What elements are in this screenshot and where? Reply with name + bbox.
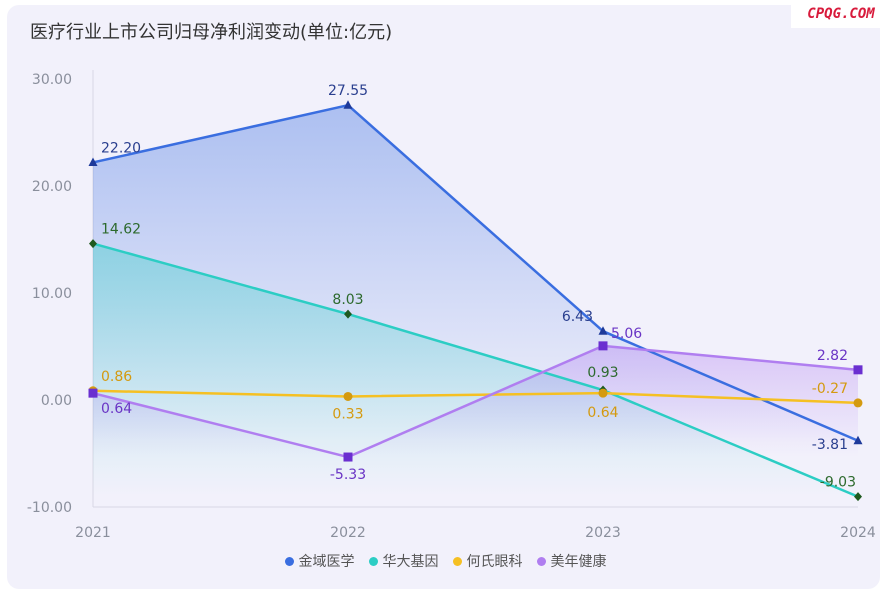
data-point-marker <box>343 391 353 401</box>
data-label: 0.33 <box>332 406 363 422</box>
y-tick-label: 10.00 <box>32 286 72 302</box>
data-label: 5.06 <box>611 326 642 342</box>
data-point-marker <box>88 388 98 398</box>
data-point-marker <box>89 239 97 249</box>
brand-watermark: CPQG.COM <box>791 0 891 28</box>
series-markers <box>88 100 863 502</box>
legend-marker-icon <box>536 556 546 566</box>
data-point-marker <box>853 398 863 408</box>
legend-label: 美年健康 <box>550 554 607 570</box>
data-label: -0.27 <box>812 381 848 397</box>
data-label: 0.93 <box>587 365 618 381</box>
data-label: 0.64 <box>587 405 618 421</box>
data-labels: 22.20 27.55 6.43 -3.81 14.62 8.03 0.93 -9.03 0.8… <box>101 83 856 490</box>
legend-marker-icon <box>368 556 378 566</box>
series-areas <box>93 105 858 497</box>
data-label: -3.81 <box>812 437 848 453</box>
data-point-marker <box>343 452 353 462</box>
data-point-marker <box>598 341 608 351</box>
chart-title: 医疗行业上市公司归母净利润变动(单位:亿元) <box>30 22 393 43</box>
data-label: 0.64 <box>101 401 132 417</box>
data-label: 0.86 <box>101 369 132 385</box>
legend-marker-icon <box>452 556 462 566</box>
legend-item[interactable]: 美年健康 <box>536 551 607 571</box>
legend-label: 金域医学 <box>298 554 355 570</box>
x-tick-label: 2024 <box>840 525 876 541</box>
y-tick-label: 20.00 <box>32 179 72 195</box>
series-line <box>92 103 859 442</box>
legend-label: 华大基因 <box>382 554 439 570</box>
x-tick-label: 2022 <box>330 525 366 541</box>
data-label: -9.03 <box>820 475 856 491</box>
data-label: 14.62 <box>101 222 141 238</box>
series-line <box>92 344 859 459</box>
data-point-marker <box>854 492 862 502</box>
series-line <box>92 389 859 405</box>
data-label: 6.43 <box>562 309 593 325</box>
legend-item[interactable]: 华大基因 <box>368 551 439 571</box>
data-point-marker <box>853 365 863 375</box>
legend: 金域医学 华大基因 何氏眼科 美年健康 <box>0 551 891 571</box>
legend-item[interactable]: 金域医学 <box>284 551 355 571</box>
y-tick-label: -10.00 <box>27 500 72 516</box>
data-label: 8.03 <box>332 292 363 308</box>
data-point-marker <box>598 326 608 335</box>
series-line <box>92 242 859 498</box>
legend-marker-icon <box>284 556 294 566</box>
data-point-marker <box>344 309 352 319</box>
data-point-marker <box>343 100 353 109</box>
data-point-marker <box>598 388 608 398</box>
x-tick-label: 2023 <box>585 525 621 541</box>
data-label: 22.20 <box>101 140 141 156</box>
data-point-marker <box>88 157 98 166</box>
data-label: 2.82 <box>817 348 848 364</box>
data-point-marker <box>853 435 863 445</box>
data-label: 27.55 <box>328 83 368 99</box>
legend-label: 何氏眼科 <box>466 554 523 570</box>
y-tick-label: 30.00 <box>32 72 72 88</box>
data-label: -5.33 <box>330 467 366 483</box>
y-tick-label: 0.00 <box>41 393 72 409</box>
series-lines <box>92 103 859 498</box>
x-tick-label: 2021 <box>75 525 111 541</box>
legend-item[interactable]: 何氏眼科 <box>452 551 523 571</box>
